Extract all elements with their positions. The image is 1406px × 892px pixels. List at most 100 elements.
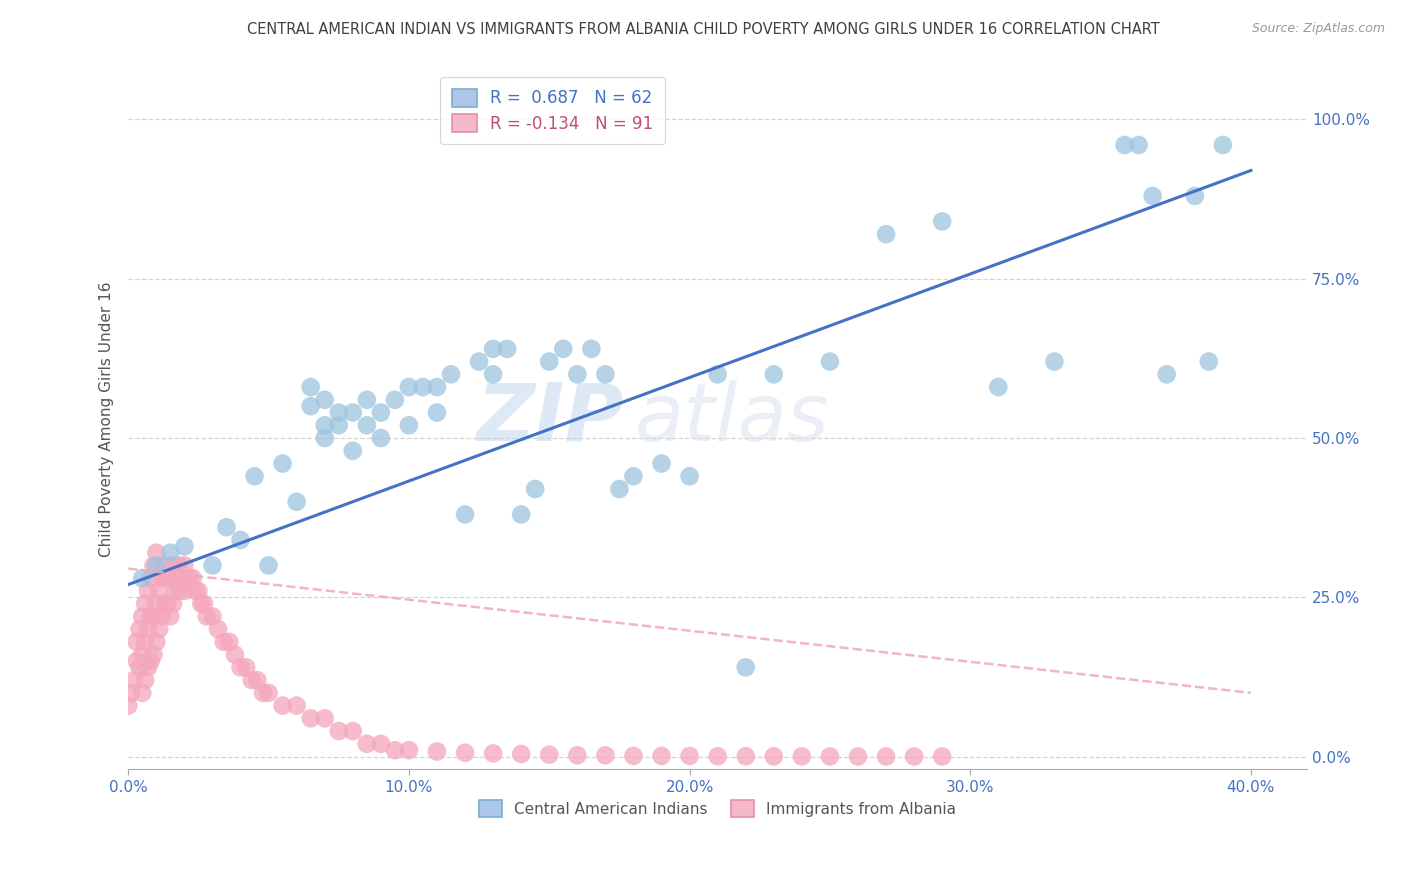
Point: [623, 748, 645, 763]
Point: [384, 392, 406, 407]
Point: [595, 748, 617, 763]
Y-axis label: Child Poverty Among Girls Under 16: Child Poverty Among Girls Under 16: [100, 281, 114, 557]
Point: [136, 622, 159, 636]
Point: [159, 546, 181, 560]
Legend: Central American Indians, Immigrants from Albania: Central American Indians, Immigrants fro…: [471, 793, 963, 825]
Point: [314, 418, 336, 433]
Point: [370, 431, 392, 445]
Point: [218, 635, 240, 649]
Point: [131, 609, 153, 624]
Point: [162, 597, 184, 611]
Point: [538, 747, 561, 762]
Point: [875, 749, 897, 764]
Point: [581, 342, 603, 356]
Point: [187, 583, 209, 598]
Point: [145, 558, 167, 573]
Point: [706, 368, 728, 382]
Point: [235, 660, 257, 674]
Point: [139, 654, 162, 668]
Point: [818, 354, 841, 368]
Point: [153, 558, 176, 573]
Point: [314, 711, 336, 725]
Point: [136, 660, 159, 674]
Point: [170, 571, 193, 585]
Point: [328, 724, 350, 739]
Point: [285, 494, 308, 508]
Point: [150, 609, 173, 624]
Point: [398, 418, 420, 433]
Point: [142, 558, 165, 573]
Point: [148, 622, 170, 636]
Point: [328, 418, 350, 433]
Point: [384, 743, 406, 757]
Point: [342, 405, 364, 419]
Point: [595, 368, 617, 382]
Point: [285, 698, 308, 713]
Text: atlas: atlas: [636, 380, 830, 458]
Point: [510, 747, 533, 761]
Point: [165, 583, 187, 598]
Point: [246, 673, 269, 687]
Point: [257, 558, 280, 573]
Point: [142, 648, 165, 662]
Point: [482, 747, 505, 761]
Point: [314, 431, 336, 445]
Point: [134, 673, 156, 687]
Point: [139, 609, 162, 624]
Point: [125, 654, 148, 668]
Point: [179, 571, 201, 585]
Point: [356, 737, 378, 751]
Point: [299, 380, 322, 394]
Point: [299, 711, 322, 725]
Point: [762, 368, 785, 382]
Point: [148, 583, 170, 598]
Point: [524, 482, 547, 496]
Point: [440, 368, 463, 382]
Point: [134, 597, 156, 611]
Point: [553, 342, 575, 356]
Point: [482, 368, 505, 382]
Point: [1212, 138, 1234, 153]
Point: [229, 533, 252, 547]
Point: [167, 583, 190, 598]
Point: [650, 457, 672, 471]
Point: [176, 571, 198, 585]
Point: [567, 368, 589, 382]
Point: [328, 405, 350, 419]
Point: [609, 482, 631, 496]
Point: [370, 737, 392, 751]
Point: [201, 609, 224, 624]
Point: [623, 469, 645, 483]
Point: [153, 597, 176, 611]
Point: [734, 660, 756, 674]
Point: [398, 743, 420, 757]
Point: [412, 380, 434, 394]
Point: [122, 673, 145, 687]
Point: [650, 748, 672, 763]
Point: [145, 597, 167, 611]
Point: [271, 457, 294, 471]
Point: [131, 571, 153, 585]
Point: [173, 558, 195, 573]
Point: [510, 508, 533, 522]
Point: [875, 227, 897, 242]
Point: [931, 214, 953, 228]
Point: [496, 342, 519, 356]
Point: [790, 749, 813, 764]
Point: [162, 558, 184, 573]
Point: [252, 686, 274, 700]
Point: [139, 571, 162, 585]
Point: [142, 609, 165, 624]
Point: [240, 673, 263, 687]
Point: [215, 520, 238, 534]
Point: [224, 648, 246, 662]
Point: [426, 744, 449, 758]
Point: [243, 469, 266, 483]
Text: ZIP: ZIP: [477, 380, 623, 458]
Point: [128, 660, 150, 674]
Point: [156, 597, 179, 611]
Point: [173, 583, 195, 598]
Point: [734, 749, 756, 764]
Point: [212, 635, 235, 649]
Point: [356, 418, 378, 433]
